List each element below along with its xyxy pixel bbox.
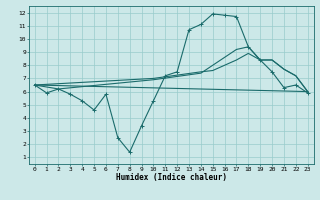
X-axis label: Humidex (Indice chaleur): Humidex (Indice chaleur) xyxy=(116,173,227,182)
